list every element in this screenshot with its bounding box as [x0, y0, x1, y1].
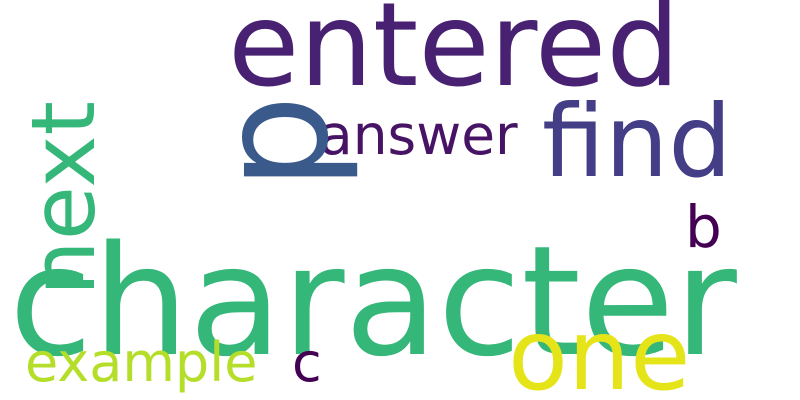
word-p: p — [188, 94, 362, 190]
word-find: find — [542, 83, 732, 200]
word-b: b — [685, 193, 722, 261]
word-entered: entered — [228, 0, 680, 113]
word-one: one — [508, 299, 691, 400]
word-next: next — [12, 101, 115, 296]
word-example: example — [25, 331, 258, 394]
word-character: character — [9, 213, 737, 390]
word-c: c — [292, 331, 322, 394]
word-answer: answer — [319, 103, 518, 167]
